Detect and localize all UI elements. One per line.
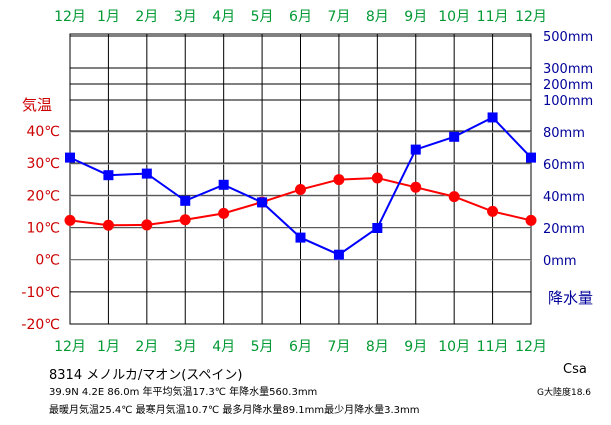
month-label-top: 1月 <box>97 9 120 25</box>
temperature-axis-title: 気温 <box>22 96 52 114</box>
temperature-tick-label: -10℃ <box>21 285 60 301</box>
precipitation-point <box>526 152 536 163</box>
climate-class: Csa <box>563 362 587 377</box>
temperature-point <box>448 191 460 203</box>
precipitation-tick-label: 100mm <box>543 94 593 109</box>
temperature-point <box>102 219 114 231</box>
month-label-top: 7月 <box>327 9 350 25</box>
precipitation-point <box>141 168 152 179</box>
month-label-top: 11月 <box>477 9 509 25</box>
month-label-top: 6月 <box>289 9 312 25</box>
station-stats-line1: 39.9N 4.2E 86.0m 年平均気温17.3℃ 年降水量560.3mm <box>49 387 318 398</box>
station-stats-line2: 最暖月気温25.4℃ 最寒月気温10.7℃ 最多月降水量89.1mm最少月降水量… <box>49 405 420 416</box>
precipitation-point <box>180 195 191 206</box>
temperature-point <box>333 174 345 186</box>
precipitation-point <box>257 197 268 208</box>
temperature-point <box>371 172 383 184</box>
month-label-bottom: 3月 <box>174 339 197 355</box>
climate-chart: 12月 12月 1月 1月 2月 2月 3月 3月 4月 4月 5月 5月 6月 6月 7月 7月 8月 8月 9月… <box>21 9 593 355</box>
temperature-point <box>179 214 191 226</box>
month-label-bottom: 1月 <box>97 339 120 355</box>
month-label-bottom: 5月 <box>251 339 274 355</box>
month-label-bottom: 12月 <box>515 339 547 355</box>
temperature-tick-label: -20℃ <box>21 317 60 333</box>
precipitation-point <box>103 170 114 181</box>
precipitation-point <box>333 249 344 260</box>
precipitation-point <box>295 232 306 243</box>
continentality-index: G大陸度18.6 <box>537 388 592 398</box>
temperature-point <box>295 184 306 196</box>
month-label-top: 12月 <box>515 9 547 25</box>
precipitation-tick-label: 0mm <box>543 254 577 269</box>
precipitation-tick-label: 80mm <box>543 126 585 141</box>
precipitation-point <box>449 131 460 142</box>
temperature-point <box>410 181 422 193</box>
month-label-bottom: 7月 <box>327 339 350 355</box>
precipitation-point <box>218 179 229 190</box>
month-label-top: 8月 <box>366 9 389 25</box>
month-label-bottom: 6月 <box>289 339 312 355</box>
month-label-top: 10月 <box>438 9 470 25</box>
temperature-point <box>64 214 76 226</box>
temperature-point <box>141 219 153 231</box>
month-label-bottom: 8月 <box>366 339 389 355</box>
temperature-point <box>487 205 499 217</box>
month-label-top: 9月 <box>404 9 427 25</box>
month-label-bottom: 10月 <box>438 339 470 355</box>
precipitation-tick-label: 200mm <box>543 78 593 93</box>
precipitation-tick-label: 20mm <box>543 222 585 237</box>
temperature-point <box>218 207 230 219</box>
temperature-tick-label: 40℃ <box>26 124 60 140</box>
month-label-top: 3月 <box>174 9 197 25</box>
precipitation-point <box>372 223 383 233</box>
month-label-top: 2月 <box>135 9 158 25</box>
month-label-bottom: 9月 <box>404 339 427 355</box>
precipitation-point <box>410 144 421 155</box>
temperature-tick-label: 30℃ <box>26 156 60 172</box>
month-label-top: 5月 <box>251 9 274 25</box>
month-label-bottom: 12月 <box>54 339 86 355</box>
month-label-bottom: 4月 <box>212 339 235 355</box>
month-label-top: 4月 <box>212 9 235 25</box>
month-label-top: 12月 <box>54 9 86 25</box>
station-title: 8314 メノルカ/マオン(スペイン) <box>49 368 243 383</box>
precipitation-tick-label: 300mm <box>543 62 593 77</box>
precipitation-axis-title: 降水量 <box>548 289 593 307</box>
temperature-tick-label: 10℃ <box>26 221 60 237</box>
temperature-tick-label: 0℃ <box>35 253 60 269</box>
month-label-bottom: 11月 <box>477 339 509 355</box>
precipitation-tick-label: 500mm <box>543 30 593 45</box>
temperature-tick-label: 20℃ <box>26 188 60 204</box>
precipitation-tick-label: 60mm <box>543 158 585 173</box>
month-label-bottom: 2月 <box>135 339 158 355</box>
precipitation-point <box>65 152 75 163</box>
temperature-point <box>525 214 537 226</box>
precipitation-tick-label: 40mm <box>543 190 585 205</box>
precipitation-point <box>487 112 498 123</box>
